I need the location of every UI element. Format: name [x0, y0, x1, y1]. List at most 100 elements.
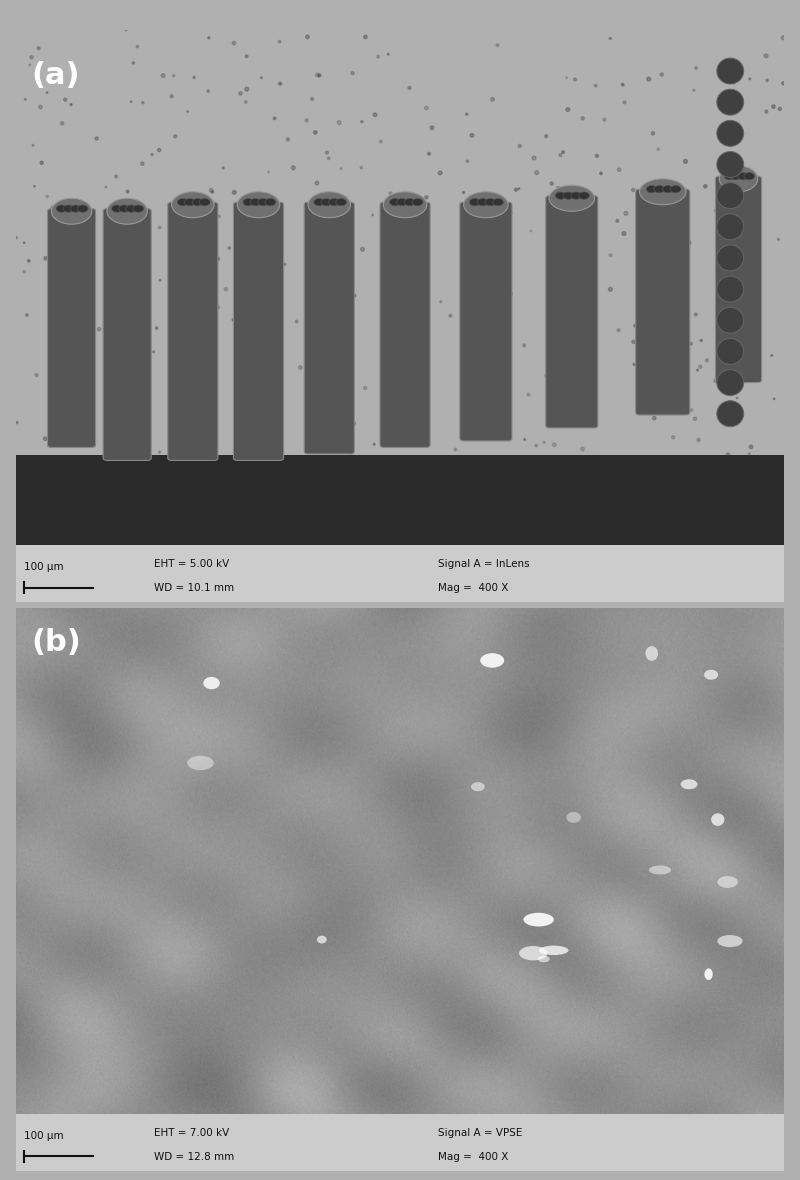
Text: Signal A = VPSE: Signal A = VPSE	[438, 1128, 522, 1138]
Point	[51, 382, 64, 401]
Point	[576, 439, 589, 458]
Point	[211, 250, 224, 269]
Point	[538, 433, 550, 452]
Point	[198, 386, 210, 405]
FancyBboxPatch shape	[380, 202, 430, 447]
Circle shape	[63, 205, 74, 212]
Point	[500, 319, 513, 337]
Point	[202, 81, 214, 100]
Ellipse shape	[238, 191, 280, 218]
Point	[345, 444, 358, 463]
Point	[103, 374, 116, 393]
Point	[722, 445, 734, 464]
Point	[25, 48, 38, 67]
Point	[306, 198, 318, 217]
Point	[564, 228, 577, 247]
Point	[709, 372, 722, 391]
Point	[166, 87, 178, 106]
Circle shape	[738, 172, 748, 179]
Point	[396, 430, 409, 448]
Circle shape	[493, 198, 503, 205]
Point	[732, 216, 745, 235]
Circle shape	[329, 198, 339, 205]
Point	[699, 177, 712, 196]
Point	[422, 206, 434, 225]
Point	[154, 270, 166, 289]
Point	[590, 146, 603, 165]
Point	[273, 32, 286, 51]
Point	[157, 66, 170, 85]
Point	[247, 216, 260, 235]
Point	[522, 385, 535, 404]
Point	[122, 182, 134, 201]
Ellipse shape	[203, 677, 220, 689]
Point	[301, 27, 314, 46]
Point	[313, 66, 326, 85]
Point	[147, 342, 160, 361]
Circle shape	[336, 198, 346, 205]
Circle shape	[578, 192, 590, 199]
Point	[498, 201, 510, 219]
Ellipse shape	[717, 276, 744, 302]
Circle shape	[571, 192, 582, 199]
Point	[262, 163, 275, 182]
Ellipse shape	[464, 191, 508, 218]
Point	[730, 388, 743, 407]
Point	[227, 310, 240, 329]
Circle shape	[390, 198, 400, 205]
Point	[767, 97, 780, 116]
Ellipse shape	[383, 191, 426, 218]
Point	[119, 20, 132, 39]
Ellipse shape	[717, 151, 744, 177]
Point	[648, 408, 661, 427]
Point	[118, 353, 130, 372]
Circle shape	[178, 198, 188, 205]
Point	[654, 342, 667, 361]
Point	[674, 368, 687, 387]
Point	[761, 71, 774, 90]
Point	[760, 46, 773, 65]
Circle shape	[744, 172, 754, 179]
Point	[125, 92, 138, 111]
Point	[255, 68, 268, 87]
Point	[41, 186, 54, 205]
Point	[314, 396, 326, 415]
Point	[223, 238, 236, 257]
Point	[466, 126, 478, 145]
Point	[434, 293, 447, 312]
Point	[327, 394, 340, 413]
Ellipse shape	[717, 339, 744, 365]
Point	[604, 30, 617, 48]
Point	[234, 84, 247, 103]
Point	[712, 354, 725, 373]
Point	[760, 103, 773, 122]
Point	[618, 93, 631, 112]
Point	[730, 334, 743, 353]
Point	[655, 65, 668, 84]
Text: EHT = 7.00 kV: EHT = 7.00 kV	[154, 1128, 230, 1138]
Text: 100 μm: 100 μm	[24, 1130, 63, 1141]
Point	[582, 214, 595, 232]
Point	[613, 160, 626, 179]
Point	[382, 45, 394, 64]
Circle shape	[112, 205, 122, 212]
Point	[629, 316, 642, 335]
Circle shape	[133, 205, 144, 212]
Circle shape	[126, 205, 137, 212]
Point	[502, 352, 514, 371]
Ellipse shape	[187, 755, 214, 771]
Point	[562, 100, 574, 119]
Point	[23, 55, 36, 74]
Point	[561, 258, 574, 277]
Point	[321, 277, 334, 296]
Circle shape	[78, 205, 88, 212]
Point	[359, 27, 372, 46]
Circle shape	[118, 205, 130, 212]
Point	[166, 399, 178, 418]
Point	[774, 99, 786, 118]
Point	[19, 90, 32, 109]
Point	[594, 164, 607, 183]
Point	[328, 294, 341, 313]
Point	[616, 76, 629, 94]
Point	[131, 37, 144, 55]
